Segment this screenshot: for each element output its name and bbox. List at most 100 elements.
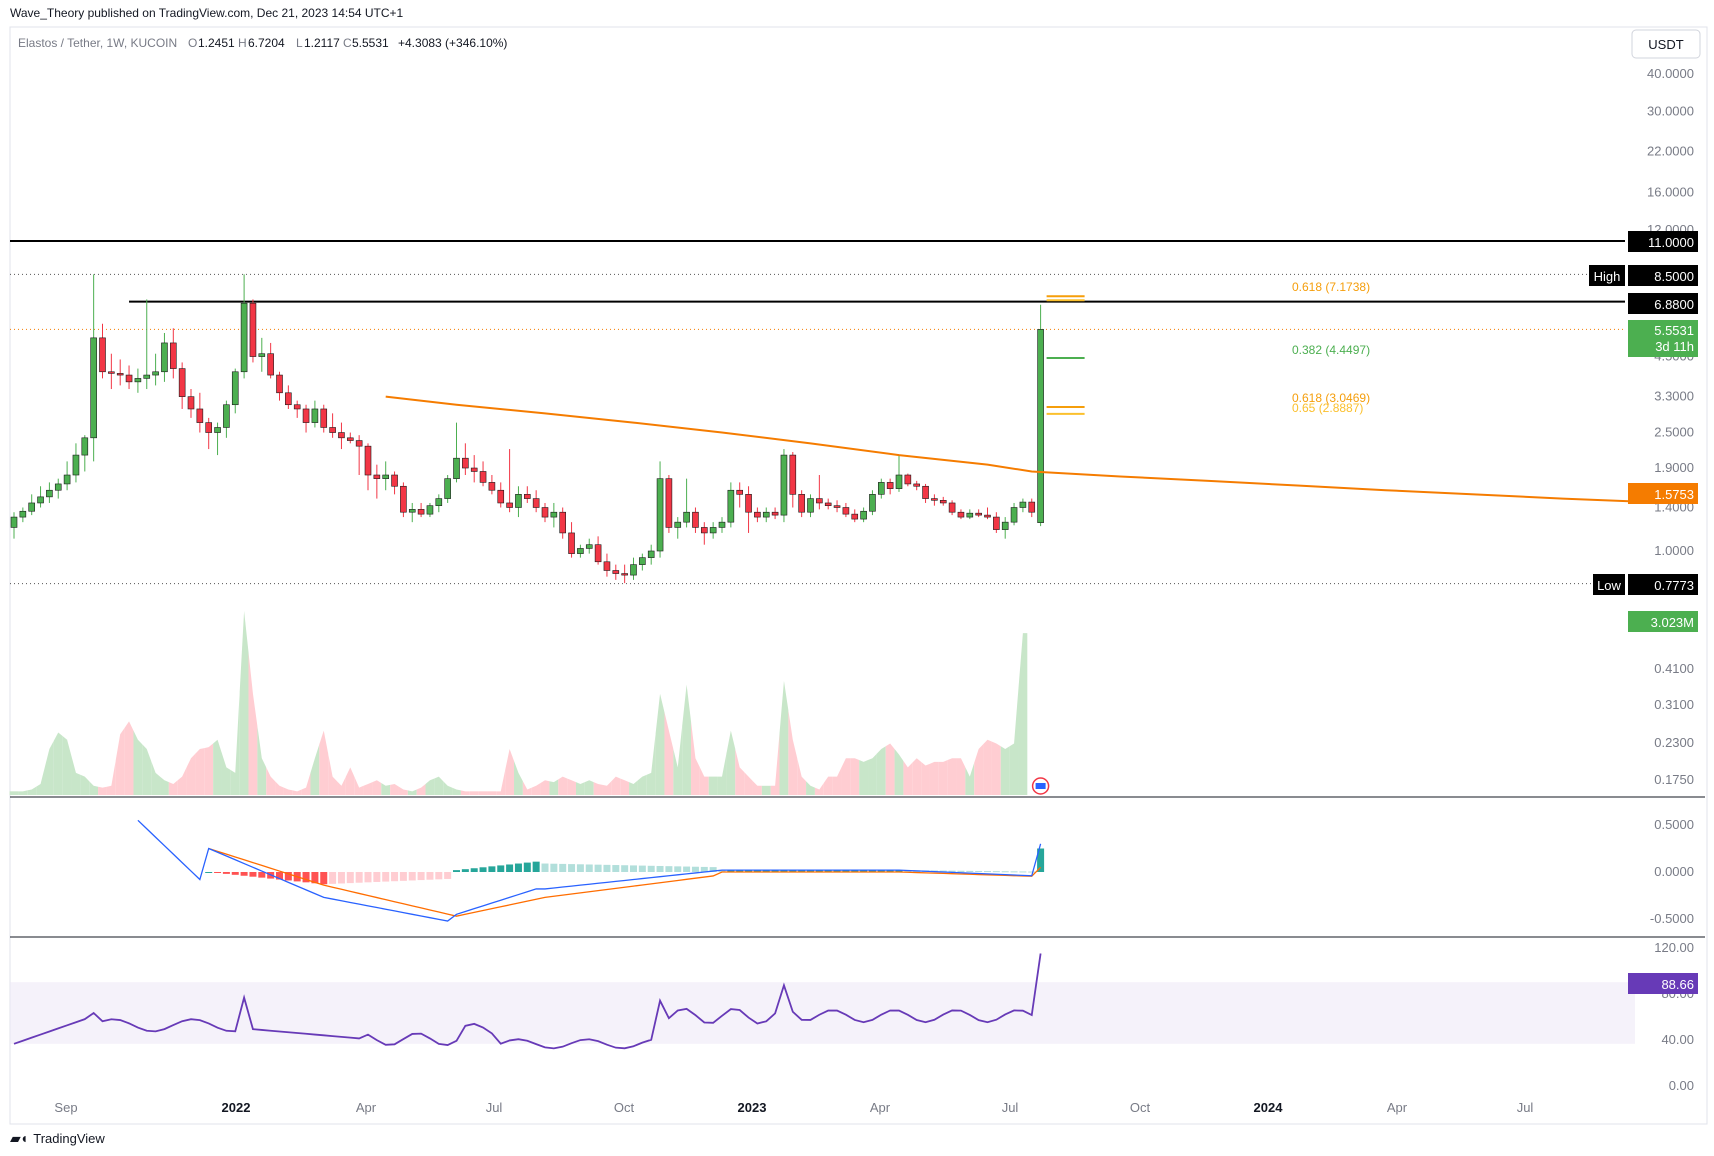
- volume-area-segment: [487, 791, 497, 795]
- volume-area-segment: [1018, 633, 1028, 795]
- volume-area-segment: [761, 785, 771, 795]
- volume-area-segment: [505, 749, 515, 795]
- volume-area-segment: [124, 721, 134, 795]
- candle-body: [594, 544, 602, 563]
- macd-histogram-bar: [258, 872, 266, 878]
- symbol-name: Elastos / Tether, 1W, KUCOIN: [18, 36, 177, 50]
- macd-histogram-bar: [337, 872, 345, 884]
- candle: [116, 359, 124, 386]
- candle-body: [72, 454, 80, 476]
- candle-body: [187, 396, 195, 410]
- macd-histogram-bar: [391, 872, 399, 882]
- candle-body: [320, 408, 328, 428]
- candle: [541, 502, 549, 523]
- candle: [231, 368, 239, 414]
- candle: [125, 365, 133, 390]
- candle: [355, 435, 363, 476]
- macd-histogram-bar: [842, 870, 850, 872]
- open-label: O: [188, 36, 197, 50]
- candle: [1001, 517, 1009, 539]
- volume-area-segment: [266, 767, 276, 795]
- fib-label-0618-top: 0.618 (7.1738): [1292, 280, 1370, 294]
- volume-area-segment: [823, 776, 833, 795]
- candle-body: [152, 371, 159, 376]
- tag-last-price: 5.5531 3d 11h: [1628, 320, 1698, 357]
- candle: [594, 536, 602, 565]
- candle: [975, 509, 982, 518]
- volume-area-segment: [850, 758, 860, 795]
- candle-body: [161, 342, 168, 373]
- candle: [19, 507, 27, 523]
- macd-histogram-bar: [798, 870, 806, 872]
- macd-histogram-bar: [1037, 848, 1045, 872]
- candle-body: [444, 478, 451, 499]
- macd-histogram-bar: [1001, 871, 1009, 873]
- candle-body: [479, 471, 487, 483]
- volume-area-segment: [345, 767, 355, 795]
- candle-body: [550, 511, 558, 518]
- candle: [108, 353, 115, 390]
- volume-axis-tick: 0.2300: [1654, 735, 1694, 750]
- volume-area-segment: [115, 727, 125, 795]
- candle-body: [931, 498, 938, 501]
- candle: [665, 475, 673, 533]
- candle-body: [515, 494, 522, 508]
- volume-area-segment: [478, 791, 488, 795]
- candle-body: [302, 408, 310, 423]
- volume-area-segment: [584, 780, 594, 795]
- macd-histogram-bar: [355, 872, 363, 883]
- svg-text:11.0000: 11.0000: [1648, 235, 1694, 250]
- candle: [444, 475, 451, 503]
- candle-body: [824, 502, 832, 506]
- volume-area-segment: [983, 739, 992, 795]
- time-axis-tick: Sep: [54, 1100, 77, 1115]
- candle-body: [205, 422, 212, 433]
- macd-signal-line: [208, 847, 1042, 917]
- macd-histogram-bar: [603, 864, 611, 872]
- candle-body: [559, 511, 567, 534]
- volume-area-segment: [27, 786, 37, 795]
- macd-histogram-bar: [656, 865, 664, 872]
- volume-area-segment: [593, 782, 603, 795]
- volume-area-segment: [239, 611, 249, 795]
- candle-body: [435, 498, 443, 506]
- footer-brand[interactable]: ▰◖ TradingView: [10, 1130, 105, 1147]
- candle-body: [709, 527, 717, 534]
- macd-histogram-bar: [691, 866, 699, 872]
- candle: [462, 443, 469, 476]
- volume-area-segment: [221, 753, 231, 795]
- macd-histogram-bar: [674, 866, 682, 872]
- candle-body: [285, 392, 292, 406]
- price-axis-tick: 22.0000: [1647, 143, 1694, 158]
- candle-body: [249, 302, 257, 357]
- candle-body: [630, 564, 637, 576]
- candle: [293, 400, 301, 418]
- candle-body: [886, 482, 894, 489]
- macd-histogram-bar: [895, 870, 903, 872]
- candle-body: [621, 573, 628, 576]
- volume-area-segment: [664, 712, 674, 795]
- candle: [993, 512, 1000, 533]
- time-axis-tick: 2023: [738, 1100, 767, 1115]
- volume-area-segment: [620, 778, 630, 795]
- currency-button[interactable]: USDT: [1631, 29, 1701, 59]
- rsi-line: [13, 953, 1042, 1050]
- macd-histogram-bar: [276, 872, 283, 880]
- volume-area-segment: [496, 770, 506, 795]
- candle-body: [19, 510, 27, 518]
- candle: [54, 478, 62, 499]
- macd-histogram-bar: [506, 864, 514, 872]
- candle: [630, 557, 637, 580]
- volume-area-segment: [646, 733, 656, 795]
- volume-area-segment: [9, 791, 19, 795]
- tag-ema: 1.5753: [1628, 483, 1698, 504]
- volume-area-segment: [319, 730, 329, 795]
- candle-body: [754, 511, 761, 518]
- macd-histogram-bar: [992, 871, 1000, 873]
- macd-histogram-bar: [957, 870, 965, 872]
- macd-histogram-bar: [329, 872, 337, 884]
- candle: [816, 475, 823, 510]
- volume-area-segment: [106, 760, 116, 795]
- candle-body: [816, 498, 823, 504]
